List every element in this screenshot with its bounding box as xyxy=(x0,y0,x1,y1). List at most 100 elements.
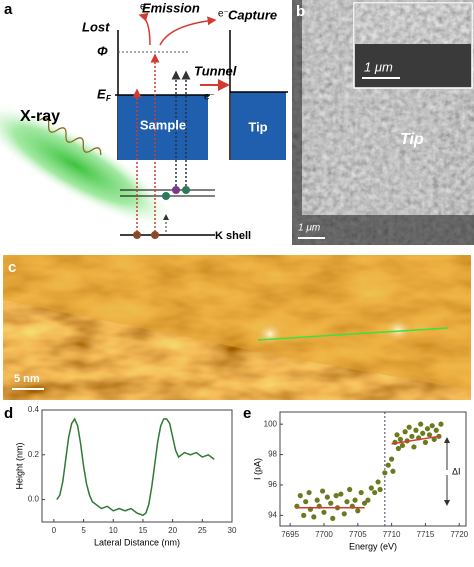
data-point xyxy=(411,444,417,450)
adatom xyxy=(382,317,414,343)
x-tick-label: 10 xyxy=(109,526,118,535)
terrace xyxy=(3,255,471,390)
delta-label: ΔI xyxy=(452,466,461,476)
data-point xyxy=(375,479,381,485)
data-point xyxy=(422,439,429,445)
electron xyxy=(133,231,141,239)
wave xyxy=(39,117,102,156)
kshell-label: K shell xyxy=(215,230,251,242)
data-point xyxy=(320,488,326,494)
data-point xyxy=(330,515,336,522)
data-point xyxy=(426,432,433,438)
electron xyxy=(162,192,170,200)
data-point xyxy=(385,462,391,468)
data-line xyxy=(56,417,215,517)
x-axis-label: Lateral Distance (nm) xyxy=(94,537,180,547)
capture-label: Capture xyxy=(228,7,277,22)
inset-texture xyxy=(355,4,471,44)
y-tick-label: 94 xyxy=(268,510,277,519)
plot-frame xyxy=(41,409,233,523)
data-point xyxy=(355,508,361,514)
data-point xyxy=(341,511,347,517)
data-point xyxy=(347,486,353,493)
data-point xyxy=(406,424,412,430)
electron xyxy=(151,231,159,239)
scale-label: 1 μm xyxy=(298,223,320,234)
data-point xyxy=(358,489,364,496)
data-point xyxy=(321,509,327,515)
sample-label: Sample xyxy=(140,117,186,132)
data-point xyxy=(306,489,312,496)
lost-label: Lost xyxy=(82,19,110,34)
panel-label: d xyxy=(4,405,13,422)
y-tick-label: 96 xyxy=(268,480,277,489)
x-tick-label: 0 xyxy=(52,526,57,535)
data-point xyxy=(333,493,339,499)
x-tick-label: 25 xyxy=(198,526,207,535)
electron xyxy=(182,186,190,194)
data-point xyxy=(324,494,330,500)
data-point xyxy=(372,489,378,496)
panel-label: b xyxy=(296,3,305,20)
electron-label: e⁻ xyxy=(204,92,215,103)
panel-b: b 1 μm 1 μm Tip xyxy=(292,0,474,245)
emission-label: Emission xyxy=(142,0,200,15)
plot-frame xyxy=(279,411,467,527)
y-tick-label: 0.2 xyxy=(28,450,40,459)
data-point xyxy=(399,442,406,449)
sample-band xyxy=(118,95,208,160)
data-point xyxy=(382,470,388,476)
x-tick-label: 7695 xyxy=(281,530,299,539)
y-tick-label: 0.0 xyxy=(28,495,40,504)
x-tick-label: 30 xyxy=(228,526,237,535)
data-point xyxy=(303,499,309,505)
electron-label: e⁻ xyxy=(140,2,151,13)
data-point xyxy=(338,491,344,497)
data-point xyxy=(397,436,403,442)
data-point xyxy=(413,427,419,433)
data-point xyxy=(344,499,350,505)
x-tick-label: 20 xyxy=(168,526,177,535)
inset-gap xyxy=(355,44,471,87)
data-point xyxy=(328,500,334,506)
y-tick-label: 98 xyxy=(268,450,277,459)
data-point xyxy=(361,500,368,506)
xray-beam xyxy=(0,101,176,229)
x-tick-label: 7705 xyxy=(349,530,367,539)
data-point xyxy=(433,427,439,433)
tip-label: Tip xyxy=(248,119,267,134)
tunnel-label: Tunnel xyxy=(194,63,237,78)
data-point xyxy=(390,468,396,474)
x-tick-label: 7710 xyxy=(383,530,401,539)
data-point xyxy=(365,497,371,503)
arrow-lost xyxy=(138,12,151,46)
x-tick-label: 7720 xyxy=(450,530,468,539)
data-point xyxy=(438,421,444,427)
x-axis-label: Energy (eV) xyxy=(349,541,397,551)
data-point xyxy=(297,493,303,499)
data-point xyxy=(402,429,408,435)
fermi-label: E xyxy=(97,86,106,101)
x-tick-label: 5 xyxy=(81,526,86,535)
fermi-sub: F xyxy=(106,94,112,103)
data-point xyxy=(368,485,374,491)
data-point xyxy=(311,514,317,520)
phi-label: Φ xyxy=(97,43,108,58)
tip-band xyxy=(231,92,286,160)
panel-a: a e⁻ e⁻ e⁻ Emission Lost Capture Φ Tunne… xyxy=(0,0,288,242)
arrow-capture xyxy=(159,16,217,46)
data-point xyxy=(395,445,401,452)
x-tick-label: 15 xyxy=(138,526,147,535)
electron-label: e⁻ xyxy=(218,9,229,20)
fit-line xyxy=(391,435,440,445)
tip-label: Tip xyxy=(400,131,424,148)
x-tick-label: 7700 xyxy=(315,530,333,539)
scale-label: 5 nm xyxy=(14,373,40,385)
data-point xyxy=(429,423,435,429)
scale-label: 1 μm xyxy=(364,59,393,74)
y-axis-label: I (pA) xyxy=(252,458,262,480)
data-point xyxy=(420,430,426,436)
data-point xyxy=(418,421,424,427)
x-tick-label: 7715 xyxy=(417,530,435,539)
profile-line xyxy=(257,327,449,341)
